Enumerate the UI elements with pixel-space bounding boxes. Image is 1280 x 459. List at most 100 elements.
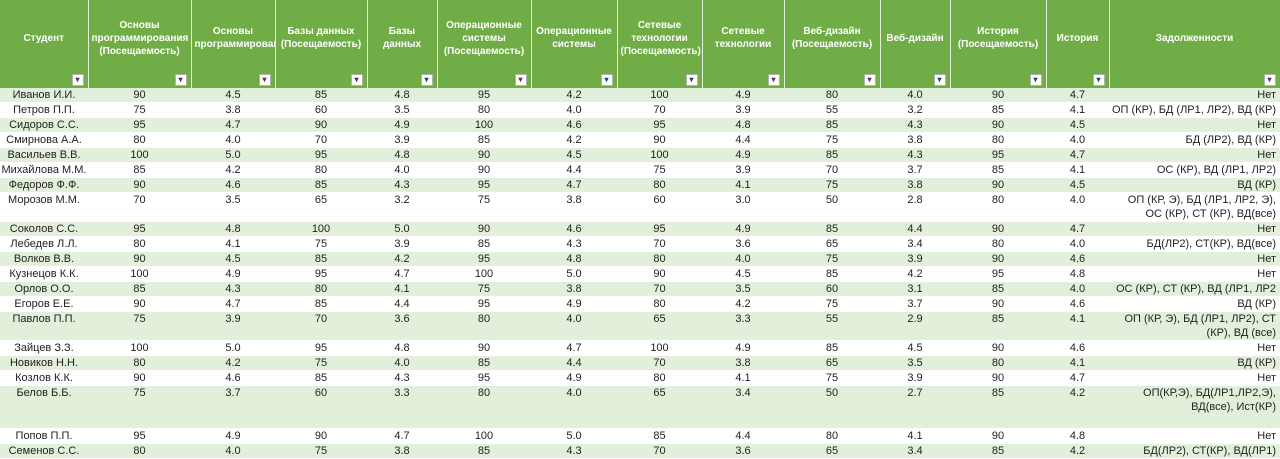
cell-web-attendance[interactable]: 85 bbox=[784, 266, 880, 282]
cell-debts[interactable]: Нет bbox=[1109, 428, 1280, 444]
cell-history-attendance[interactable]: 90 bbox=[950, 340, 1046, 356]
cell-os-attendance[interactable]: 90 bbox=[437, 147, 531, 163]
cell-db-attendance[interactable]: 70 bbox=[275, 311, 367, 341]
cell-os-grade[interactable]: 4.3 bbox=[531, 443, 617, 459]
cell-debts[interactable]: ОП (КР, Э), БД (ЛР1, ЛР2), СТ (КР), ВД (… bbox=[1109, 311, 1280, 341]
cell-web-grade[interactable]: 3.1 bbox=[880, 281, 950, 297]
cell-student-name[interactable]: Смирнова А.А. bbox=[0, 132, 88, 148]
cell-prog-attendance[interactable]: 90 bbox=[88, 177, 191, 193]
cell-net-grade[interactable]: 4.9 bbox=[702, 88, 784, 103]
cell-web-grade[interactable]: 4.5 bbox=[880, 340, 950, 356]
cell-debts[interactable]: Нет bbox=[1109, 370, 1280, 386]
cell-history-attendance[interactable]: 85 bbox=[950, 311, 1046, 341]
cell-db-grade[interactable]: 5.0 bbox=[367, 221, 437, 237]
cell-debts[interactable]: БД(ЛР2), СТ(КР), ВД(ЛР1) bbox=[1109, 443, 1280, 459]
cell-db-grade[interactable]: 4.0 bbox=[367, 355, 437, 371]
cell-prog-attendance[interactable]: 75 bbox=[88, 385, 191, 429]
cell-student-name[interactable]: Васильев В.В. bbox=[0, 147, 88, 163]
cell-history-grade[interactable]: 4.5 bbox=[1046, 117, 1109, 133]
cell-db-grade[interactable]: 3.5 bbox=[367, 102, 437, 118]
cell-db-attendance[interactable]: 60 bbox=[275, 385, 367, 429]
cell-db-attendance[interactable]: 65 bbox=[275, 192, 367, 222]
cell-net-grade[interactable]: 4.5 bbox=[702, 266, 784, 282]
cell-web-grade[interactable]: 3.4 bbox=[880, 443, 950, 459]
cell-net-attendance[interactable]: 80 bbox=[617, 177, 702, 193]
cell-os-grade[interactable]: 5.0 bbox=[531, 266, 617, 282]
cell-debts[interactable]: ВД (КР) bbox=[1109, 177, 1280, 193]
cell-os-grade[interactable]: 3.8 bbox=[531, 192, 617, 222]
cell-net-attendance[interactable]: 100 bbox=[617, 340, 702, 356]
cell-prog-attendance[interactable]: 90 bbox=[88, 296, 191, 312]
cell-student-name[interactable]: Лебедев Л.Л. bbox=[0, 236, 88, 252]
cell-net-grade[interactable]: 4.1 bbox=[702, 177, 784, 193]
cell-web-grade[interactable]: 4.1 bbox=[880, 428, 950, 444]
cell-web-grade[interactable]: 3.7 bbox=[880, 162, 950, 178]
cell-net-attendance[interactable]: 90 bbox=[617, 266, 702, 282]
cell-web-attendance[interactable]: 65 bbox=[784, 236, 880, 252]
cell-history-attendance[interactable]: 80 bbox=[950, 132, 1046, 148]
cell-db-grade[interactable]: 4.7 bbox=[367, 266, 437, 282]
cell-debts[interactable]: ОС (КР), СТ (КР), ВД (ЛР1, ЛР2 bbox=[1109, 281, 1280, 297]
cell-debts[interactable]: Нет bbox=[1109, 251, 1280, 267]
cell-db-grade[interactable]: 3.3 bbox=[367, 385, 437, 429]
cell-debts[interactable]: БД(ЛР2), СТ(КР), ВД(все) bbox=[1109, 236, 1280, 252]
cell-history-grade[interactable]: 4.7 bbox=[1046, 88, 1109, 103]
cell-prog-grade[interactable]: 4.6 bbox=[191, 177, 275, 193]
cell-student-name[interactable]: Попов П.П. bbox=[0, 428, 88, 444]
cell-os-grade[interactable]: 4.6 bbox=[531, 221, 617, 237]
cell-prog-grade[interactable]: 5.0 bbox=[191, 340, 275, 356]
cell-db-grade[interactable]: 4.7 bbox=[367, 428, 437, 444]
cell-db-attendance[interactable]: 85 bbox=[275, 370, 367, 386]
cell-web-grade[interactable]: 3.2 bbox=[880, 102, 950, 118]
cell-db-grade[interactable]: 3.6 bbox=[367, 311, 437, 341]
cell-db-attendance[interactable]: 75 bbox=[275, 355, 367, 371]
cell-os-grade[interactable]: 4.0 bbox=[531, 102, 617, 118]
cell-net-attendance[interactable]: 95 bbox=[617, 221, 702, 237]
cell-prog-grade[interactable]: 4.8 bbox=[191, 221, 275, 237]
cell-db-attendance[interactable]: 70 bbox=[275, 132, 367, 148]
cell-db-grade[interactable]: 4.8 bbox=[367, 147, 437, 163]
cell-db-grade[interactable]: 3.9 bbox=[367, 236, 437, 252]
filter-dropdown-icon[interactable]: ▾ bbox=[350, 74, 363, 86]
cell-db-attendance[interactable]: 100 bbox=[275, 221, 367, 237]
cell-debts[interactable]: Нет bbox=[1109, 340, 1280, 356]
cell-web-grade[interactable]: 2.7 bbox=[880, 385, 950, 429]
cell-prog-grade[interactable]: 4.1 bbox=[191, 236, 275, 252]
cell-net-attendance[interactable]: 60 bbox=[617, 192, 702, 222]
cell-net-attendance[interactable]: 65 bbox=[617, 385, 702, 429]
cell-db-attendance[interactable]: 85 bbox=[275, 88, 367, 103]
cell-student-name[interactable]: Волков В.В. bbox=[0, 251, 88, 267]
cell-prog-attendance[interactable]: 100 bbox=[88, 340, 191, 356]
cell-web-attendance[interactable]: 65 bbox=[784, 443, 880, 459]
cell-web-grade[interactable]: 3.7 bbox=[880, 296, 950, 312]
cell-web-grade[interactable]: 3.9 bbox=[880, 370, 950, 386]
cell-prog-attendance[interactable]: 75 bbox=[88, 311, 191, 341]
cell-os-attendance[interactable]: 100 bbox=[437, 266, 531, 282]
cell-prog-attendance[interactable]: 100 bbox=[88, 266, 191, 282]
cell-student-name[interactable]: Егоров Е.Е. bbox=[0, 296, 88, 312]
cell-os-attendance[interactable]: 80 bbox=[437, 311, 531, 341]
cell-debts[interactable]: Нет bbox=[1109, 266, 1280, 282]
cell-prog-attendance[interactable]: 85 bbox=[88, 162, 191, 178]
cell-prog-attendance[interactable]: 95 bbox=[88, 117, 191, 133]
cell-os-grade[interactable]: 3.8 bbox=[531, 281, 617, 297]
cell-os-attendance[interactable]: 85 bbox=[437, 443, 531, 459]
cell-db-grade[interactable]: 4.8 bbox=[367, 340, 437, 356]
cell-prog-grade[interactable]: 4.2 bbox=[191, 355, 275, 371]
cell-net-grade[interactable]: 4.4 bbox=[702, 428, 784, 444]
cell-db-grade[interactable]: 4.8 bbox=[367, 88, 437, 103]
cell-history-grade[interactable]: 4.2 bbox=[1046, 385, 1109, 429]
cell-history-attendance[interactable]: 90 bbox=[950, 370, 1046, 386]
cell-debts[interactable]: ОС (КР), ВД (ЛР1, ЛР2) bbox=[1109, 162, 1280, 178]
cell-history-attendance[interactable]: 80 bbox=[950, 355, 1046, 371]
cell-os-attendance[interactable]: 90 bbox=[437, 162, 531, 178]
cell-db-attendance[interactable]: 95 bbox=[275, 340, 367, 356]
cell-net-grade[interactable]: 4.9 bbox=[702, 221, 784, 237]
cell-web-grade[interactable]: 3.9 bbox=[880, 251, 950, 267]
cell-debts[interactable]: Нет bbox=[1109, 117, 1280, 133]
cell-os-attendance[interactable]: 85 bbox=[437, 132, 531, 148]
cell-os-grade[interactable]: 4.9 bbox=[531, 370, 617, 386]
cell-prog-grade[interactable]: 4.0 bbox=[191, 443, 275, 459]
cell-prog-attendance[interactable]: 90 bbox=[88, 251, 191, 267]
cell-os-grade[interactable]: 4.2 bbox=[531, 132, 617, 148]
